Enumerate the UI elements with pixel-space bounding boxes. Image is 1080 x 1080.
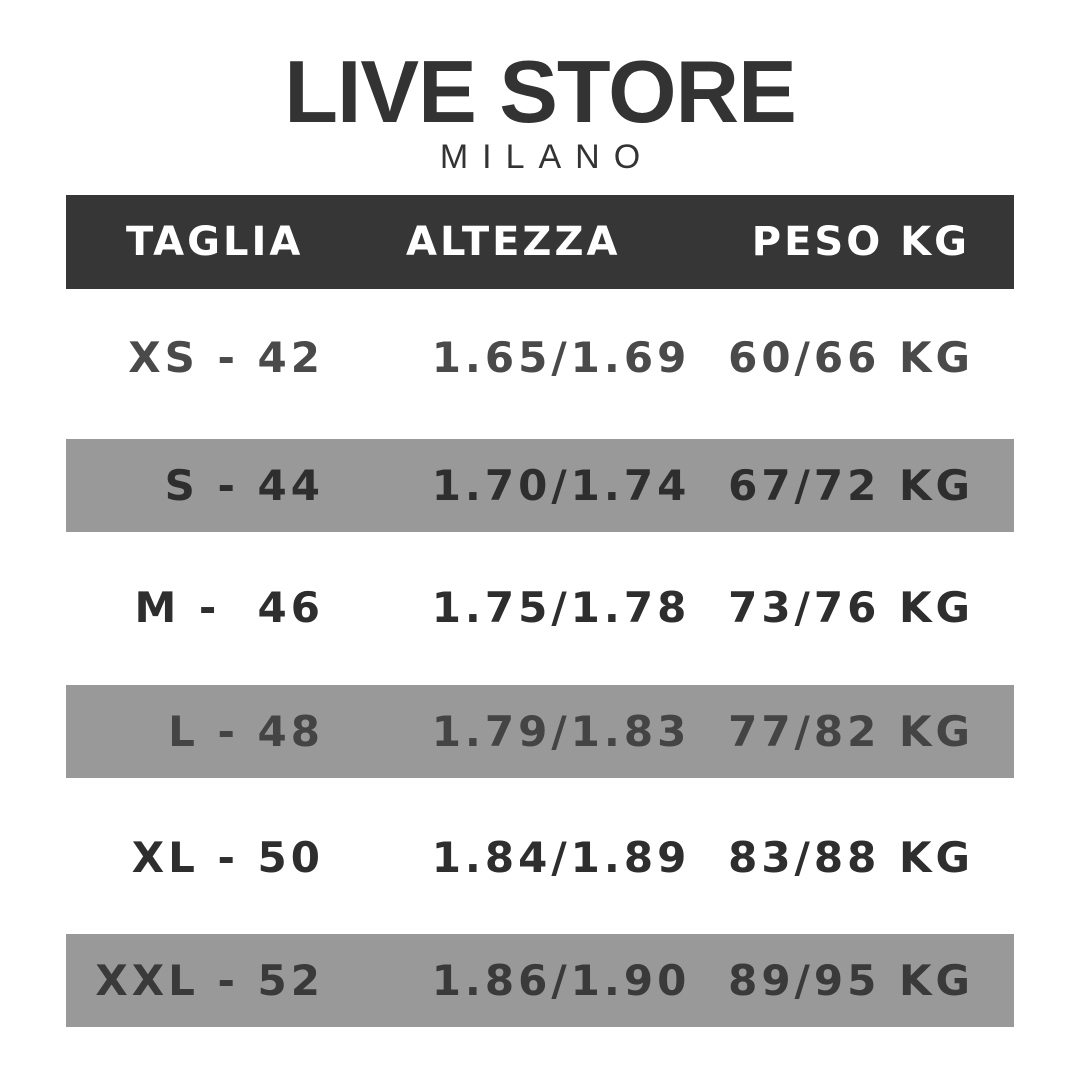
weight-cell: 73/76 KG: [728, 583, 974, 632]
table-row: M - 46 1.75/1.78 73/76 KG: [66, 561, 1014, 654]
table-header: TAGLIA ALTEZZA PESO KG: [66, 195, 1014, 289]
weight-cell: 77/82 KG: [728, 707, 974, 756]
table-row: L - 48 1.79/1.83 77/82 KG: [66, 685, 1014, 778]
height-cell: 1.75/1.78: [431, 583, 691, 632]
table-row: XL - 50 1.84/1.89 83/88 KG: [66, 811, 1014, 904]
height-cell: 1.65/1.69: [431, 333, 691, 382]
weight-cell: 89/95 KG: [728, 956, 974, 1005]
height-cell: 1.70/1.74: [431, 461, 691, 510]
height-cell: 1.84/1.89: [431, 833, 691, 882]
size-cell: XXL - 52: [95, 956, 324, 1005]
size-cell: M - 46: [134, 583, 324, 632]
size-cell: L - 48: [168, 707, 324, 756]
header-size: TAGLIA: [126, 219, 304, 265]
size-cell: XL - 50: [131, 833, 324, 882]
weight-cell: 60/66 KG: [728, 333, 974, 382]
size-cell: XS - 42: [128, 333, 324, 382]
logo-title: LIVE STORE: [284, 42, 797, 141]
table-row: S - 44 1.70/1.74 67/72 KG: [66, 439, 1014, 532]
height-cell: 1.79/1.83: [431, 707, 691, 756]
size-cell: S - 44: [164, 461, 324, 510]
header-height: ALTEZZA: [406, 219, 621, 265]
store-logo: LIVE STORE MILANO: [0, 42, 1080, 176]
logo-subtitle: MILANO: [439, 138, 655, 176]
table-row: XXL - 52 1.86/1.90 89/95 KG: [66, 934, 1014, 1027]
header-weight: PESO KG: [751, 219, 970, 265]
weight-cell: 67/72 KG: [728, 461, 974, 510]
weight-cell: 83/88 KG: [728, 833, 974, 882]
table-row: XS - 42 1.65/1.69 60/66 KG: [66, 311, 1014, 404]
height-cell: 1.86/1.90: [431, 956, 691, 1005]
